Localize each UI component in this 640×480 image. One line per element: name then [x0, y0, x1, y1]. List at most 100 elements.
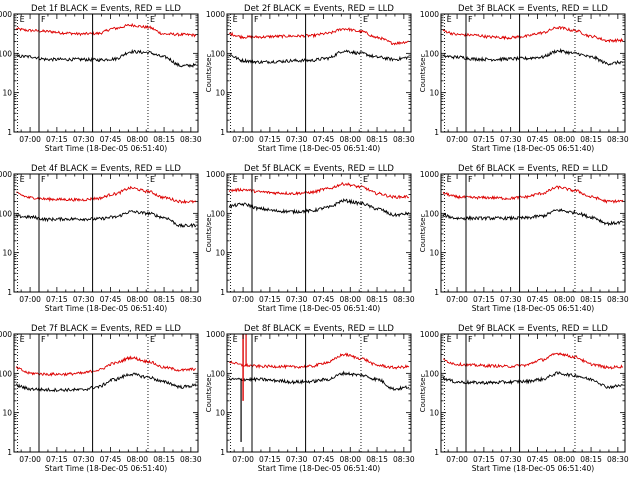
- marker-label: F: [41, 175, 46, 184]
- x-tick-label: 08:00: [339, 455, 361, 464]
- x-tick-label: 07:15: [259, 135, 281, 144]
- x-tick-label: 07:00: [446, 295, 468, 304]
- x-tick-label: 07:00: [19, 295, 41, 304]
- x-tick-label: 08:30: [393, 295, 415, 304]
- lld-series-line: [15, 355, 196, 377]
- x-tick-label: 07:45: [527, 455, 549, 464]
- y-tick-label: 1: [7, 448, 12, 457]
- x-tick-label: 08:30: [180, 455, 202, 464]
- y-tick-label: 1: [434, 288, 439, 297]
- y-tick-label: 1000: [420, 170, 439, 179]
- x-tick-label: 07:30: [73, 135, 95, 144]
- x-tick-label: 07:15: [473, 455, 495, 464]
- y-axis-label: Counts/sec: [205, 374, 213, 413]
- y-tick-label: 1: [220, 288, 225, 297]
- x-tick-label: 07:30: [286, 295, 308, 304]
- y-tick-label: 10: [2, 409, 12, 418]
- y-tick-label: 100: [0, 49, 12, 58]
- y-tick-label: 10: [2, 249, 12, 258]
- y-tick-label: 10: [215, 249, 225, 258]
- x-tick-label: 07:00: [446, 135, 468, 144]
- x-tick-label: 07:00: [446, 455, 468, 464]
- x-tick-label: 07:00: [19, 455, 41, 464]
- x-tick-label: 08:15: [580, 455, 602, 464]
- x-tick-label: 08:30: [607, 455, 629, 464]
- x-tick-label: 08:30: [607, 135, 629, 144]
- events-series-line: [229, 49, 410, 65]
- x-tick-label: 07:30: [500, 135, 522, 144]
- marker-label: E: [233, 15, 238, 24]
- y-tick-label: 1: [434, 448, 439, 457]
- marker-label: F: [468, 175, 473, 184]
- x-tick-label: 07:30: [73, 455, 95, 464]
- x-tick-label: 07:15: [46, 455, 68, 464]
- x-tick-label: 08:30: [393, 455, 415, 464]
- marker-label: F: [41, 335, 46, 344]
- events-series-line: [15, 210, 197, 229]
- x-tick-label: 08:30: [607, 295, 629, 304]
- lld-series-line: [442, 185, 624, 204]
- marker-label: E: [363, 175, 368, 184]
- y-tick-label: 10: [215, 89, 225, 98]
- y-axis-label: Counts/sec: [419, 214, 427, 253]
- panel-title: Det 6f BLACK = Events, RED = LLD: [458, 164, 608, 174]
- marker-label: E: [577, 15, 582, 24]
- y-tick-label: 1000: [0, 330, 12, 339]
- x-tick-label: 07:00: [232, 455, 254, 464]
- x-tick-label: 07:45: [100, 455, 122, 464]
- y-tick-label: 10: [429, 89, 439, 98]
- plot-frame: [13, 173, 199, 293]
- plot-frame: [226, 13, 412, 133]
- y-tick-label: 100: [425, 369, 440, 378]
- panel-title: Det 7f BLACK = Events, RED = LLD: [31, 324, 181, 334]
- marker-label: E: [20, 15, 25, 24]
- events-series-line: [442, 208, 624, 227]
- plot-frame: [440, 13, 626, 133]
- events-series-line: [228, 198, 410, 218]
- y-tick-label: 10: [429, 249, 439, 258]
- x-tick-label: 07:15: [46, 295, 68, 304]
- plot-frame: [226, 333, 412, 453]
- marker-label: E: [447, 15, 452, 24]
- plot-frame: [440, 173, 626, 293]
- x-tick-label: 07:45: [313, 135, 335, 144]
- y-tick-label: 100: [425, 49, 440, 58]
- plot-frame: [226, 173, 412, 293]
- lld-series-line: [228, 352, 410, 370]
- plot-frame: [13, 13, 199, 133]
- x-tick-label: 07:30: [286, 135, 308, 144]
- y-tick-label: 1: [7, 128, 12, 137]
- y-tick-label: 10: [2, 89, 12, 98]
- x-axis-label: Start Time (18-Dec-05 06:51:40): [45, 304, 167, 313]
- lld-series-line: [442, 26, 624, 44]
- marker-label: F: [254, 335, 259, 344]
- x-tick-label: 08:15: [153, 295, 175, 304]
- x-tick-label: 08:15: [366, 295, 388, 304]
- panel-title: Det 9f BLACK = Events, RED = LLD: [458, 324, 608, 334]
- x-tick-label: 07:15: [259, 295, 281, 304]
- lld-series-line: [16, 185, 197, 205]
- x-tick-label: 07:00: [232, 135, 254, 144]
- x-tick-label: 08:15: [366, 135, 388, 144]
- y-tick-label: 1: [220, 448, 225, 457]
- x-tick-label: 08:00: [126, 135, 148, 144]
- marker-label: E: [150, 335, 155, 344]
- x-tick-label: 07:45: [100, 135, 122, 144]
- events-series-line: [15, 372, 197, 393]
- marker-label: E: [577, 335, 582, 344]
- marker-label: E: [233, 175, 238, 184]
- x-tick-label: 08:15: [580, 135, 602, 144]
- marker-label: E: [20, 175, 25, 184]
- lld-series-line: [228, 181, 410, 200]
- x-tick-label: 08:15: [153, 455, 175, 464]
- y-tick-label: 1000: [0, 10, 12, 19]
- y-tick-label: 10: [215, 409, 225, 418]
- panel-title: Det 3f BLACK = Events, RED = LLD: [458, 4, 608, 14]
- x-tick-label: 07:15: [259, 455, 281, 464]
- marker-label: E: [577, 175, 582, 184]
